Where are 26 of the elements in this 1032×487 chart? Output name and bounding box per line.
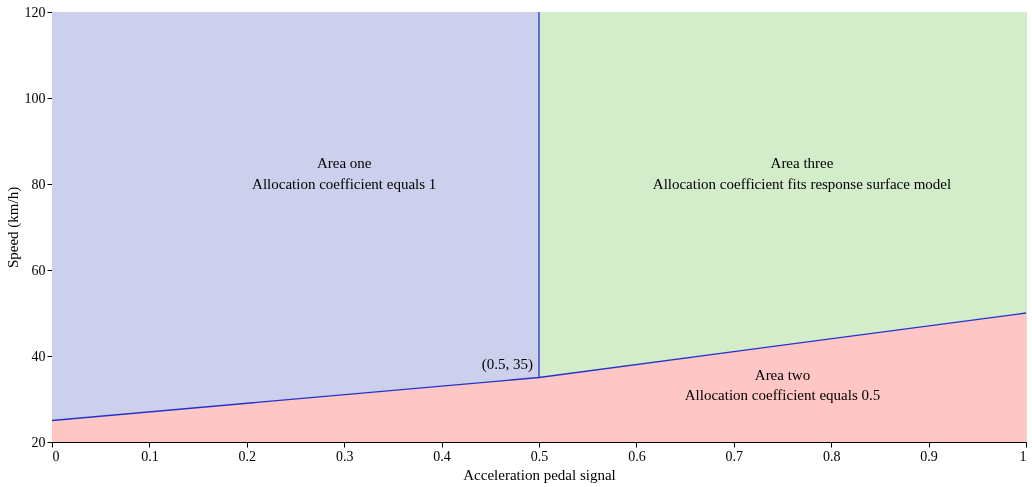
x-tick-label: 0.8 xyxy=(822,448,841,464)
y-tick-label: 120 xyxy=(24,4,46,20)
x-tick-label: 0.9 xyxy=(920,448,938,464)
y-tick-label: 60 xyxy=(31,262,46,278)
y-tick-label: 80 xyxy=(31,176,46,192)
x-tick-label: 0.3 xyxy=(335,448,354,464)
x-tick-label: 0.4 xyxy=(433,448,451,464)
x-tick-label: 0.6 xyxy=(628,448,646,464)
y-tick-label: 100 xyxy=(24,90,46,106)
x-tick-label: 0.2 xyxy=(238,448,257,464)
x-tick-label: 0.7 xyxy=(725,448,744,464)
annotation: Allocation coefficient equals 0.5 xyxy=(684,386,881,403)
x-axis-title: Acceleration pedal signal xyxy=(463,466,616,483)
y-tick-label: 40 xyxy=(31,348,46,364)
annotation: Area one xyxy=(316,154,372,171)
annotation: (0.5, 35) xyxy=(481,355,533,373)
x-tick-label: 0.1 xyxy=(141,448,159,464)
x-tick-label: 1 xyxy=(1019,448,1027,464)
annotation: Allocation coefficient equals 1 xyxy=(252,176,437,192)
y-tick-label: 20 xyxy=(31,434,46,450)
annotation: Allocation coefficient fits response surface model xyxy=(652,176,952,192)
y-axis-title: Speed (km/h) xyxy=(4,186,22,269)
x-tick-label: 0.5 xyxy=(530,448,549,464)
annotation: Area two xyxy=(754,367,811,384)
annotation: Area three xyxy=(770,154,834,171)
x-tick-label: 0 xyxy=(52,448,60,464)
